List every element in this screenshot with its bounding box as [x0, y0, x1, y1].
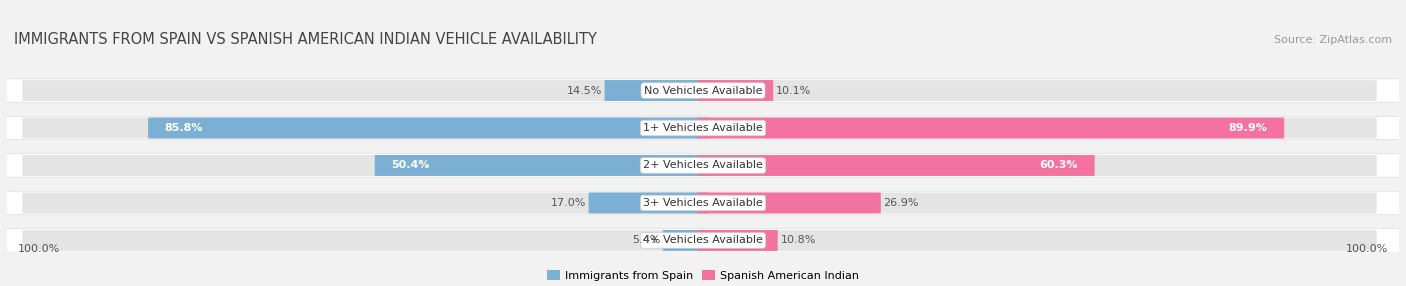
- FancyBboxPatch shape: [697, 230, 778, 251]
- FancyBboxPatch shape: [704, 118, 1376, 138]
- FancyBboxPatch shape: [704, 155, 1376, 176]
- FancyBboxPatch shape: [697, 192, 880, 213]
- FancyBboxPatch shape: [704, 230, 1376, 251]
- Text: 100.0%: 100.0%: [18, 244, 60, 254]
- FancyBboxPatch shape: [22, 118, 702, 138]
- Text: 85.8%: 85.8%: [165, 123, 204, 133]
- Text: 50.4%: 50.4%: [391, 160, 430, 170]
- FancyBboxPatch shape: [3, 79, 1403, 102]
- Text: 3+ Vehicles Available: 3+ Vehicles Available: [643, 198, 763, 208]
- FancyBboxPatch shape: [22, 155, 702, 176]
- Text: 5.4%: 5.4%: [631, 235, 659, 245]
- Text: IMMIGRANTS FROM SPAIN VS SPANISH AMERICAN INDIAN VEHICLE AVAILABILITY: IMMIGRANTS FROM SPAIN VS SPANISH AMERICA…: [14, 32, 598, 47]
- Text: 10.8%: 10.8%: [780, 235, 815, 245]
- Text: 1+ Vehicles Available: 1+ Vehicles Available: [643, 123, 763, 133]
- Text: 2+ Vehicles Available: 2+ Vehicles Available: [643, 160, 763, 170]
- FancyBboxPatch shape: [704, 80, 1376, 101]
- FancyBboxPatch shape: [605, 80, 709, 101]
- Text: 26.9%: 26.9%: [883, 198, 920, 208]
- FancyBboxPatch shape: [22, 192, 702, 213]
- Text: 4+ Vehicles Available: 4+ Vehicles Available: [643, 235, 763, 245]
- FancyBboxPatch shape: [148, 118, 709, 138]
- FancyBboxPatch shape: [3, 116, 1403, 140]
- FancyBboxPatch shape: [589, 192, 709, 213]
- FancyBboxPatch shape: [22, 80, 702, 101]
- Text: 60.3%: 60.3%: [1039, 160, 1078, 170]
- FancyBboxPatch shape: [22, 230, 702, 251]
- FancyBboxPatch shape: [3, 191, 1403, 215]
- Text: 100.0%: 100.0%: [1346, 244, 1388, 254]
- FancyBboxPatch shape: [697, 118, 1284, 138]
- FancyBboxPatch shape: [704, 192, 1376, 213]
- FancyBboxPatch shape: [697, 155, 1095, 176]
- FancyBboxPatch shape: [662, 230, 709, 251]
- FancyBboxPatch shape: [375, 155, 709, 176]
- Text: 10.1%: 10.1%: [776, 86, 811, 96]
- Text: 89.9%: 89.9%: [1229, 123, 1267, 133]
- FancyBboxPatch shape: [3, 154, 1403, 177]
- Text: No Vehicles Available: No Vehicles Available: [644, 86, 762, 96]
- FancyBboxPatch shape: [3, 229, 1403, 252]
- Legend: Immigrants from Spain, Spanish American Indian: Immigrants from Spain, Spanish American …: [543, 266, 863, 285]
- Text: 14.5%: 14.5%: [567, 86, 602, 96]
- Text: 17.0%: 17.0%: [550, 198, 586, 208]
- FancyBboxPatch shape: [697, 80, 773, 101]
- Text: Source: ZipAtlas.com: Source: ZipAtlas.com: [1274, 35, 1392, 45]
